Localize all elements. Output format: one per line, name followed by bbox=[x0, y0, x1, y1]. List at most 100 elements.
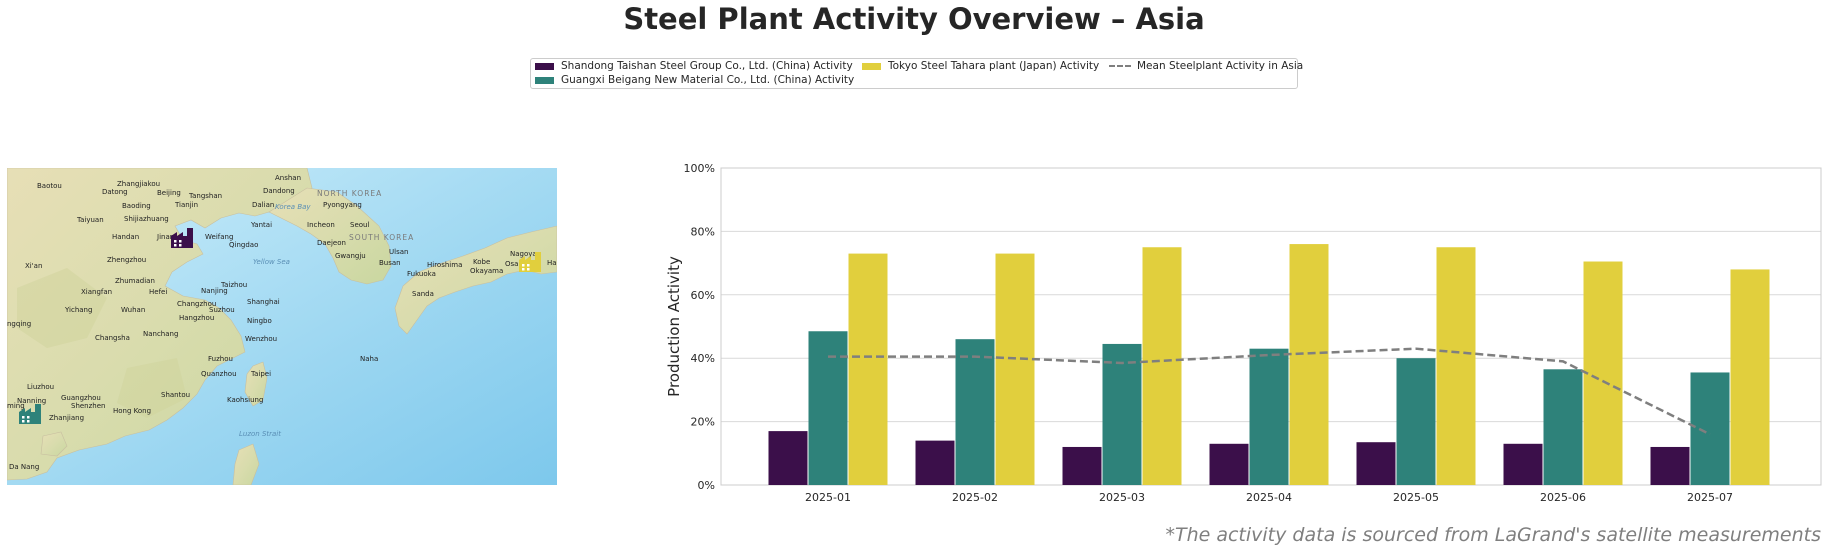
map-label: Ningbo bbox=[247, 317, 272, 325]
map-label: Tangshan bbox=[188, 192, 222, 200]
legend-label-guangxi: Guangxi Beigang New Material Co., Ltd. (… bbox=[561, 74, 855, 86]
map-label: Taipei bbox=[250, 370, 271, 378]
china-mainland bbox=[7, 168, 313, 481]
map-label: Sanda bbox=[412, 290, 434, 298]
bar-shandong bbox=[915, 440, 955, 485]
map-label: Handan bbox=[112, 233, 139, 241]
map-label: Weifang bbox=[205, 233, 233, 241]
y-tick-label: 40% bbox=[691, 352, 715, 365]
map-panel: Baotou Zhangjiakou Anshan Datong Beijing Tang… bbox=[7, 168, 557, 485]
map-label: Wuhan bbox=[121, 306, 145, 314]
bar-tokyo bbox=[995, 253, 1035, 485]
bar-guangxi bbox=[1543, 369, 1583, 485]
map-label: Guangzhou bbox=[61, 394, 101, 402]
map-label: Hong Kong bbox=[113, 407, 151, 415]
map-label: Baoding bbox=[122, 202, 151, 210]
map-label: Shantou bbox=[161, 391, 190, 399]
bar-shandong bbox=[1503, 443, 1543, 485]
map-label: Shenzhen bbox=[71, 402, 105, 410]
factory-icon bbox=[19, 404, 41, 424]
y-tick-label: 60% bbox=[691, 289, 715, 302]
bar-guangxi bbox=[1690, 372, 1730, 485]
map-label: Fuzhou bbox=[208, 355, 233, 363]
bar-guangxi bbox=[1396, 358, 1436, 485]
x-tick-label: 2025-07 bbox=[1687, 491, 1733, 504]
bar-guangxi bbox=[808, 331, 848, 485]
legend-swatch-tokyo bbox=[862, 62, 881, 70]
map-label: Daejeon bbox=[317, 239, 346, 247]
map-label: Da Nang bbox=[9, 463, 39, 471]
legend-item-guangxi: Guangxi Beigang New Material Co., Ltd. (… bbox=[535, 74, 854, 86]
map-label: Quanzhou bbox=[201, 370, 237, 378]
map-label: Nanchang bbox=[143, 330, 178, 338]
bar-shandong bbox=[1650, 446, 1690, 485]
bar-tokyo bbox=[1289, 244, 1329, 485]
map-label: Anshan bbox=[275, 174, 301, 182]
map-label: Luzon Strait bbox=[239, 430, 281, 438]
map-label: Zhanjiang bbox=[49, 414, 84, 422]
map-label: Taizhou bbox=[220, 281, 247, 289]
map-label: Hefei bbox=[149, 288, 167, 296]
factory-icon bbox=[171, 228, 193, 248]
map-label: Xi'an bbox=[25, 262, 42, 270]
map-label: ngqing bbox=[7, 320, 31, 328]
map-label: Hiroshima bbox=[427, 261, 462, 269]
y-tick-label: 0% bbox=[698, 479, 715, 492]
map-label: Dalian bbox=[252, 201, 274, 209]
map-label: Zhangjiakou bbox=[117, 180, 160, 188]
map-label: Shijiazhuang bbox=[124, 215, 169, 223]
map-label: Changsha bbox=[95, 334, 130, 342]
y-tick-label: 20% bbox=[691, 416, 715, 429]
map-label: Nanning bbox=[17, 397, 46, 405]
map-label: Wenzhou bbox=[245, 335, 277, 343]
korean-peninsula bbox=[268, 187, 392, 285]
map-label: Fukuoka bbox=[407, 270, 436, 278]
bar-shandong bbox=[768, 431, 808, 485]
bar-guangxi bbox=[955, 339, 995, 485]
map-label: Baotou bbox=[37, 182, 62, 190]
bar-tokyo bbox=[848, 253, 888, 485]
map-label: Taiyuan bbox=[76, 216, 104, 224]
map-label: Naha bbox=[360, 355, 378, 363]
bar-chart: 0% 20% 40% 60% 80% 100% 2025-01 2025-02 2025-03 2… bbox=[665, 162, 1822, 504]
bar-tokyo bbox=[1730, 269, 1770, 485]
legend-item-shandong: Shandong Taishan Steel Group Co., Ltd. (… bbox=[535, 60, 853, 72]
bar-guangxi bbox=[1102, 343, 1142, 485]
factory-icon bbox=[519, 252, 541, 272]
map-label: Yellow Sea bbox=[253, 258, 290, 266]
map-label: ming bbox=[7, 402, 25, 410]
map-label: Qingdao bbox=[229, 241, 258, 249]
map-label: Gwangju bbox=[335, 252, 366, 260]
map-label: Tianjin bbox=[174, 201, 198, 209]
legend-swatch-mean bbox=[1109, 65, 1131, 67]
legend-label-shandong: Shandong Taishan Steel Group Co., Ltd. (… bbox=[561, 60, 853, 72]
map-markers bbox=[19, 228, 541, 424]
map-label: Okayama bbox=[470, 267, 503, 275]
legend-swatch-shandong bbox=[535, 62, 554, 70]
luzon-island bbox=[232, 443, 260, 485]
map-label: Zhengzhou bbox=[107, 256, 146, 264]
map-label: Hangzhou bbox=[179, 314, 214, 322]
legend-label-tokyo: Tokyo Steel Tahara plant (Japan) Activit… bbox=[888, 60, 1100, 72]
map-label: Yichang bbox=[64, 306, 92, 314]
x-tick-label: 2025-01 bbox=[805, 491, 851, 504]
chart-area: 0% 20% 40% 60% 80% 100% 2025-01 2025-02 2025-03 2… bbox=[640, 160, 1828, 509]
map-label: Nanjing bbox=[201, 287, 228, 295]
map-label: Dandong bbox=[263, 187, 295, 195]
map-label: NORTH KOREA bbox=[317, 189, 382, 198]
map-label: Kobe bbox=[473, 258, 490, 266]
x-tick-label: 2025-02 bbox=[952, 491, 998, 504]
map-label: Suzhou bbox=[209, 306, 235, 314]
map-label: Kaohsiung bbox=[227, 396, 263, 404]
chart-title: Steel Plant Activity Overview – Asia bbox=[623, 2, 1205, 36]
map-labels: Baotou Zhangjiakou Anshan Datong Beijing Tang… bbox=[7, 174, 557, 471]
y-axis-label: Production Activity bbox=[665, 256, 683, 397]
legend-swatch-guangxi bbox=[535, 76, 554, 84]
map-label: Pyongyang bbox=[323, 201, 362, 209]
map-label: Nagoya bbox=[510, 250, 537, 258]
hainan-island bbox=[40, 431, 68, 457]
map-label: Incheon bbox=[307, 221, 335, 229]
legend-label-mean: Mean Steelplant Activity in Asia bbox=[1137, 60, 1304, 72]
taiwan-island bbox=[244, 361, 268, 407]
map-label: Shanghai bbox=[247, 298, 280, 306]
